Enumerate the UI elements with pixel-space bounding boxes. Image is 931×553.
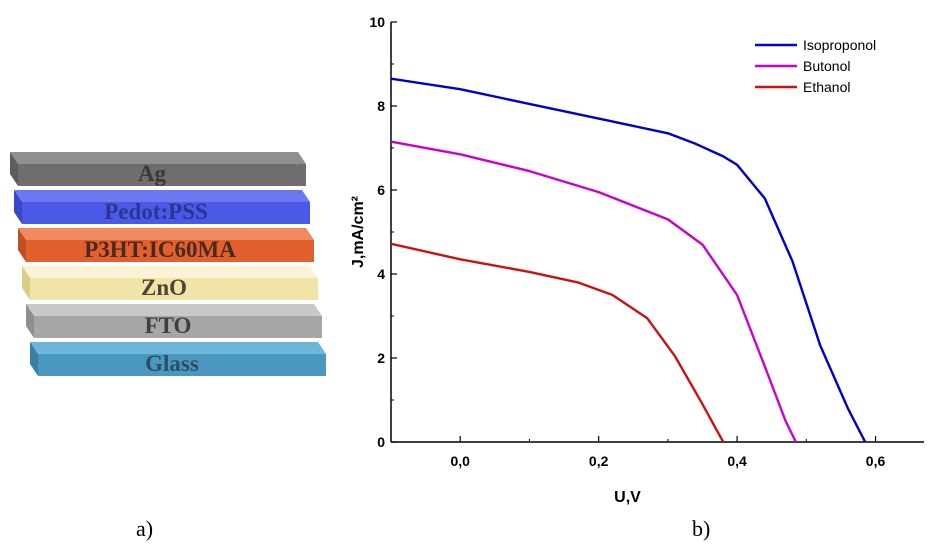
legend-label: Isoproponol (803, 37, 876, 53)
series-line (391, 77, 867, 442)
layer-glass: Glass (30, 342, 326, 376)
layer-top-face (22, 266, 318, 278)
layer-side-face (14, 190, 22, 224)
layer-top-face (18, 228, 314, 240)
layer-side-face (10, 152, 18, 186)
series-line (391, 140, 797, 442)
layer-label: Ag (138, 161, 167, 186)
layer-front-face (22, 202, 310, 224)
layer-top-face (14, 190, 310, 202)
layer-side-face (22, 266, 30, 300)
y-tick-label: 6 (377, 182, 385, 198)
x-tick-label: 0,2 (589, 453, 609, 469)
layer-pedot-pss: Pedot:PSS (14, 190, 310, 224)
legend-label: Ethanol (803, 79, 850, 95)
layer-p3ht-ic60ma: P3HT:IC60MA (18, 228, 314, 262)
legend-label: Butonol (803, 58, 850, 74)
layer-top-face (30, 342, 326, 354)
x-axis-label: U,V (614, 489, 641, 506)
jv-chart: 0 2 4 6 8 10 0,0 0,2 0,4 0,6 U,V J,mA/cm² Isopropono… (340, 0, 931, 548)
layer-side-face (30, 342, 38, 376)
layer-top-face (26, 304, 322, 316)
layer-ag: Ag (10, 152, 306, 186)
layer-front-face (18, 164, 306, 186)
layer-side-face (18, 228, 26, 262)
layer-fto: FTO (26, 304, 322, 338)
layer-label: FTO (145, 313, 192, 338)
panel-a-label: a) (136, 516, 154, 541)
layer-stack-svg: Ag Pedot:PSS P3HT:IC60MA ZnO FTO Glass (10, 152, 326, 376)
x-tick-label: 0,4 (727, 453, 747, 469)
x-tick-label: 0,0 (450, 453, 470, 469)
panel-b-label: b) (692, 516, 711, 541)
y-tick-label: 10 (369, 14, 385, 30)
layer-front-face (26, 240, 314, 262)
y-tick-label: 8 (377, 98, 385, 114)
y-axis-label: J,mA/cm² (350, 196, 367, 268)
y-tick-label: 4 (377, 266, 385, 282)
y-tick-label: 2 (377, 350, 385, 366)
y-tick-label: 0 (377, 434, 385, 450)
layer-front-face (34, 316, 322, 338)
layer-label: Pedot:PSS (104, 199, 208, 224)
jv-chart-svg: 0 2 4 6 8 10 0,0 0,2 0,4 0,6 U,V J,mA/cm² Isopropono… (350, 14, 924, 506)
layer-label: ZnO (141, 275, 187, 300)
layer-stack-diagram: Ag Pedot:PSS P3HT:IC60MA ZnO FTO Glass a) (0, 0, 340, 548)
layer-label: Glass (145, 351, 199, 376)
layer-front-face (30, 278, 318, 300)
layer-front-face (38, 354, 326, 376)
layer-side-face (26, 304, 34, 338)
layer-label: P3HT:IC60MA (84, 237, 236, 262)
layer-top-face (10, 152, 306, 164)
layer-zno: ZnO (22, 266, 318, 300)
x-tick-label: 0,6 (866, 453, 886, 469)
series-line (391, 242, 725, 442)
